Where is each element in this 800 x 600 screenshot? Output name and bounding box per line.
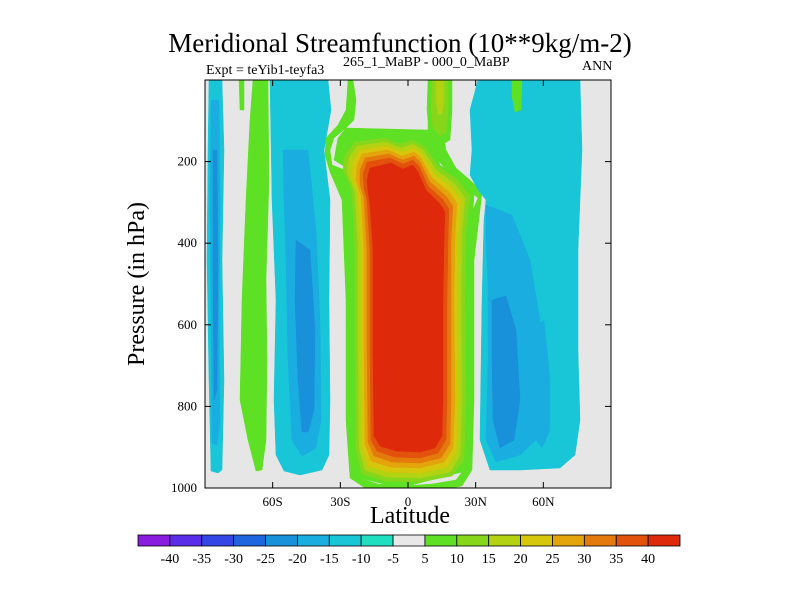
colorbar-swatch [360, 534, 394, 547]
colorbar-label: 25 [545, 552, 559, 567]
colorbar-swatch [201, 534, 235, 547]
colorbar-label: 35 [609, 552, 623, 567]
y-tick-label: 800 [178, 398, 198, 413]
colorbar-label: -30 [224, 552, 243, 567]
x-tick-label: 0 [405, 494, 412, 509]
colorbar-swatch [233, 534, 266, 547]
contour-southern-green-band [239, 80, 270, 472]
chart-title: Meridional Streamfunction (10**9kg/m-2) [168, 28, 632, 58]
y-tick-label: 400 [178, 235, 198, 250]
colorbar-swatch [137, 534, 171, 547]
y-tick-label: 200 [178, 154, 198, 169]
contour-layer [206, 80, 583, 488]
colorbar-swatch [328, 534, 362, 547]
x-tick-label: 30S [330, 494, 350, 509]
contour-far-north-green [511, 80, 523, 113]
contour-far-south-inner [212, 149, 219, 401]
colorbar-label: 20 [514, 552, 528, 567]
colorbar-label: -15 [320, 552, 339, 567]
colorbar-swatch [424, 534, 458, 547]
colorbar-swatch [520, 534, 553, 547]
colorbar-swatch [456, 534, 490, 547]
contour-southern-ferrel-inner [294, 239, 316, 433]
colorbar-label: -10 [352, 552, 371, 567]
x-axis-label: Latitude [370, 503, 450, 529]
colorbar-label: -5 [387, 552, 399, 567]
contour-hadley-level-40 [366, 162, 446, 453]
colorbar-label: -40 [161, 552, 180, 567]
colorbar-label: -35 [192, 552, 211, 567]
x-tick-label: 60N [532, 494, 555, 509]
axes-layer: 60S 30S 0 30N 60N 200 400 600 800 1000 [171, 80, 611, 509]
season-label: ANN [582, 59, 613, 74]
colorbar-swatch [488, 534, 521, 547]
colorbar-swatch [169, 534, 203, 547]
colorbar-label: -25 [256, 552, 275, 567]
colorbar-label: 15 [482, 552, 496, 567]
colorbar-swatch [297, 534, 330, 547]
colorbar-label: -20 [288, 552, 307, 567]
colorbar-swatch [552, 534, 585, 547]
y-tick-label: 600 [178, 317, 198, 332]
x-tick-label: 60S [263, 494, 283, 509]
colorbar-label: 40 [641, 552, 655, 567]
colorbar-swatch [583, 534, 617, 547]
colorbar-label: 10 [450, 552, 464, 567]
y-tick-label: 1000 [171, 480, 197, 495]
contour-equatorial-tower-inner [435, 80, 445, 115]
colorbar-swatch [265, 534, 298, 547]
contour-northern-cell-inner [491, 295, 521, 449]
contour-southern-green-notch [238, 80, 245, 111]
colorbar: -40 -35 -30 -25 -20 -15 -10 -5 5 10 15 20 25 30 35 40 [137, 534, 681, 567]
contour-northern-cell-secondary [531, 319, 551, 449]
colorbar-swatch [392, 534, 426, 547]
experiment-periods: 265_1_MaBP - 000_0_MaBP [343, 55, 510, 70]
experiment-label: Expt = teYib1-teyfa3 [206, 63, 325, 78]
x-tick-label: 30N [464, 494, 487, 509]
colorbar-swatch [647, 534, 681, 547]
colorbar-label: 5 [421, 552, 428, 567]
colorbar-label: 30 [577, 552, 591, 567]
colorbar-swatch [615, 534, 649, 547]
